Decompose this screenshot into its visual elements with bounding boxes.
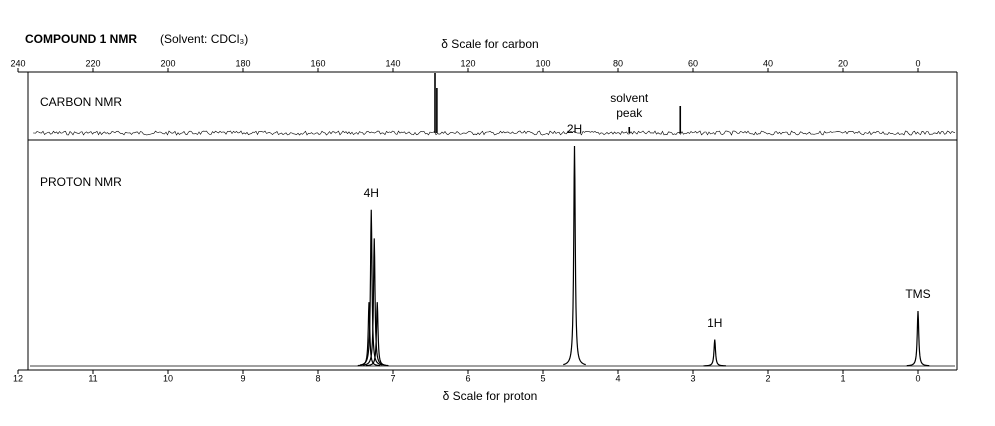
x-tick-label: 12 [13, 373, 23, 383]
peak [563, 145, 586, 366]
x-tick-label: 120 [460, 58, 475, 68]
x-tick-label: 6 [465, 373, 470, 383]
x-tick-label: 180 [235, 58, 250, 68]
proton-axis-label: δ Scale for proton [443, 389, 538, 403]
x-tick-label: 20 [838, 58, 848, 68]
x-tick-label: 0 [915, 373, 920, 383]
peak [703, 339, 727, 367]
x-tick-label: 3 [690, 373, 695, 383]
peak-label: 2H [567, 122, 582, 136]
carbon-axis-label: δ Scale for carbon [441, 37, 538, 51]
peak [906, 310, 930, 367]
x-tick-label: 9 [240, 373, 245, 383]
x-tick-label: 0 [915, 58, 920, 68]
x-tick-label: 100 [535, 58, 550, 68]
peak [359, 209, 383, 366]
x-tick-label: 5 [540, 373, 545, 383]
noise-baseline [33, 130, 956, 136]
peak-label: solvent peak [610, 91, 649, 120]
peak-label: 1H [707, 316, 722, 330]
x-tick-label: 40 [763, 58, 773, 68]
x-tick-label: 200 [160, 58, 175, 68]
peak-label: 4H [364, 186, 379, 200]
x-tick-label: 2 [765, 373, 770, 383]
x-tick-label: 220 [85, 58, 100, 68]
peak [362, 238, 386, 366]
peak-label: TMS [905, 287, 930, 301]
x-tick-label: 80 [613, 58, 623, 68]
x-tick-label: 10 [163, 373, 173, 383]
carbon-panel-name: CARBON NMR [40, 95, 122, 109]
peak [365, 302, 389, 367]
x-tick-label: 11 [88, 373, 97, 383]
frame [18, 71, 958, 371]
proton-panel-name: PROTON NMR [40, 175, 122, 189]
subtitle: (Solvent: CDCl₃) [160, 32, 248, 46]
x-tick-label: 160 [310, 58, 325, 68]
x-tick-label: 8 [315, 373, 320, 383]
x-tick-label: 60 [688, 58, 698, 68]
x-tick-label: 4 [615, 373, 620, 383]
x-tick-label: 1 [840, 373, 845, 383]
x-tick-label: 140 [385, 58, 400, 68]
x-tick-label: 240 [10, 58, 25, 68]
x-tick-label: 7 [390, 373, 395, 383]
title: COMPOUND 1 NMR [25, 32, 137, 46]
